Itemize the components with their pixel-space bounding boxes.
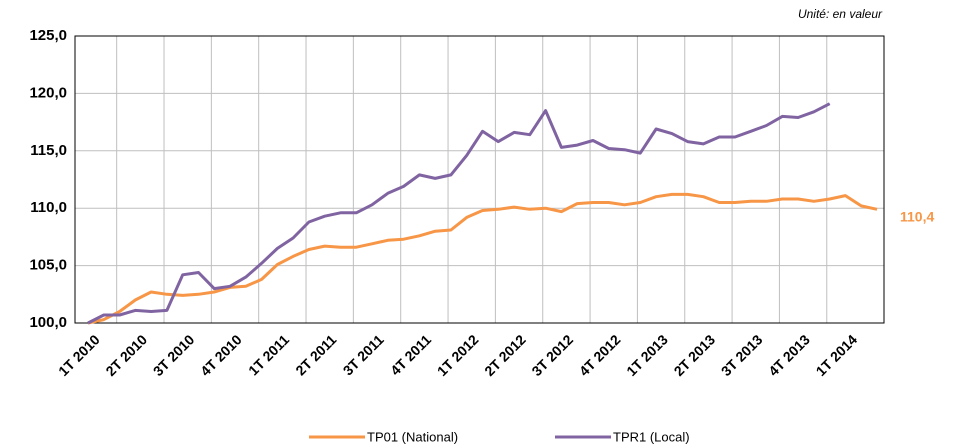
x-tick-label: 3T 2012 (528, 331, 576, 379)
x-tick-label: 2T 2013 (671, 331, 719, 379)
legend-label: TP01 (National) (367, 429, 458, 444)
x-tick-label: 3T 2011 (340, 331, 387, 378)
legend-label: TPR1 (Local) (613, 429, 690, 444)
x-tick-label: 1T 2010 (55, 331, 103, 379)
x-tick-label: 1T 2013 (623, 331, 671, 379)
annotation: Unité: en valeur (798, 7, 883, 21)
x-tick-label: 3T 2010 (150, 331, 198, 379)
x-tick-label: 1T 2011 (245, 331, 292, 378)
y-tick-label: 100,0 (29, 314, 67, 331)
end-label: 110,4 (900, 209, 934, 225)
x-tick-label: 2T 2012 (481, 331, 529, 379)
y-tick-label: 115,0 (30, 142, 67, 159)
x-tick-label: 4T 2010 (197, 331, 245, 379)
plot-frame (74, 35, 885, 324)
series-line (87, 102, 831, 325)
y-tick-label: 120,0 (29, 84, 67, 101)
y-tick-label: 125,0 (29, 27, 67, 44)
x-tick-label: 1T 2014 (813, 331, 861, 379)
series-line (87, 192, 878, 325)
x-tick-label: 2T 2011 (292, 331, 339, 378)
x-tick-label: 4T 2012 (576, 331, 624, 379)
x-tick-label: 2T 2010 (102, 331, 150, 379)
x-tick-label: 4T 2013 (765, 331, 813, 379)
x-tick-label: 4T 2011 (387, 331, 434, 378)
x-tick-label: 3T 2013 (718, 331, 766, 379)
y-tick-label: 105,0 (29, 257, 67, 274)
y-tick-label: 110,0 (30, 199, 67, 216)
x-tick-label: 1T 2012 (434, 331, 482, 379)
